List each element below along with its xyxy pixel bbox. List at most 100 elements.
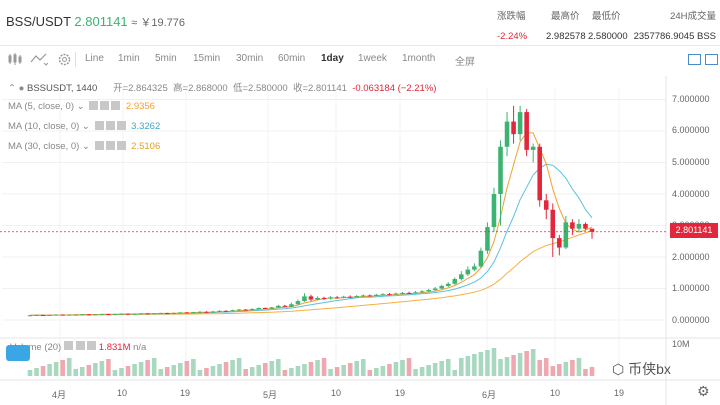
chart-type-icon[interactable] [688, 54, 701, 65]
candle-body [537, 146, 543, 201]
eye-icon[interactable] [94, 141, 104, 150]
volume-bar [197, 370, 203, 376]
volume-bar [465, 356, 471, 376]
candle-body [524, 112, 529, 150]
volume-bar [145, 360, 150, 376]
current-price-label: 2.801141 [670, 223, 718, 238]
legend-low: 低=2.580000 [232, 83, 288, 94]
candle-body [485, 227, 490, 251]
stat-volume-label: 24H成交量 [670, 11, 716, 22]
volume-bar [223, 362, 229, 376]
candle-body [79, 314, 85, 316]
interval-1min[interactable]: 1min [118, 53, 140, 64]
legend-change: -0.063184 (−2.21%) [352, 83, 437, 94]
volume-bar [151, 358, 157, 376]
volume-bar [269, 361, 275, 376]
stat-change-label: 涨跌幅 [497, 11, 526, 22]
chart-settings-gear-icon[interactable]: ⚙ [697, 383, 710, 399]
stat-change-value: -2.24% [497, 31, 528, 42]
candle-body [145, 313, 150, 315]
legend-close: 收=2.801141 [292, 83, 347, 94]
candle-body [223, 310, 229, 312]
candle-body [491, 194, 497, 228]
volume-bar [86, 365, 92, 376]
candle-body [530, 146, 536, 150]
candle-body [315, 297, 320, 300]
candle-body [164, 313, 170, 315]
candle-body [321, 297, 327, 299]
interval-5min[interactable]: 5min [155, 53, 177, 64]
volume-bar [321, 358, 327, 376]
volume-bar [341, 365, 346, 376]
candle-body [269, 307, 275, 309]
volume-bar [524, 351, 529, 376]
fullscreen-button[interactable]: 全屏 [455, 57, 475, 68]
interval-60min[interactable]: 60min [278, 53, 306, 64]
stat-change: 涨跌幅 -2.24% [497, 8, 527, 42]
interval-1day[interactable]: 1day [321, 53, 344, 64]
legend-collapse-icon[interactable]: ⌃ [8, 83, 16, 94]
volume-bar [302, 364, 307, 376]
gear-icon[interactable] [105, 141, 115, 150]
volume-bar [413, 369, 418, 376]
volume-bar [550, 366, 556, 376]
interval-30min[interactable]: 30min [236, 53, 264, 64]
ma30-label: MA (30, close, 0) [8, 141, 80, 152]
depth-chart-icon[interactable] [705, 54, 718, 65]
volume-label: Volume (20) [10, 342, 62, 353]
candle-body [66, 314, 72, 316]
price-tick: 2.000000 [672, 252, 710, 262]
eye-icon[interactable] [89, 101, 99, 110]
candle-body [550, 209, 556, 239]
volume-bar [236, 358, 242, 376]
volume-bar [485, 350, 490, 376]
time-tick: 19 [180, 388, 191, 398]
interval-1week[interactable]: 1week [358, 53, 387, 64]
candles-icon[interactable] [6, 52, 24, 68]
candle-body [308, 296, 314, 300]
price-tick: 4.000000 [672, 189, 710, 199]
time-tick: 10 [117, 388, 128, 398]
volume-bar [158, 369, 163, 376]
candle-body [197, 311, 203, 313]
line-style-icon[interactable] [30, 52, 49, 68]
interval-line[interactable]: Line [85, 53, 104, 64]
ma10-label: MA (10, close, 0) [8, 121, 80, 132]
close-icon[interactable] [111, 101, 121, 110]
candle-body [106, 314, 111, 316]
eye-icon[interactable] [94, 121, 104, 130]
candle-body [360, 295, 366, 297]
gear-icon[interactable] [105, 121, 115, 130]
close-icon[interactable] [116, 121, 126, 130]
chevron-down-icon[interactable]: ⌄ [81, 141, 90, 152]
price-tick: 6.000000 [672, 125, 710, 135]
close-icon[interactable] [116, 141, 126, 150]
watermark-logo: ⬡ 币侠bx [612, 361, 671, 377]
candle-body [543, 200, 549, 210]
volume-tick: 10M [672, 339, 690, 349]
candle-body [27, 315, 33, 317]
chevron-down-icon[interactable]: ⌄ [76, 101, 85, 112]
candle-body [432, 288, 438, 291]
price-tick: 5.000000 [672, 157, 710, 167]
interval-1month[interactable]: 1month [402, 53, 436, 64]
settings-icon[interactable] [55, 52, 73, 68]
candle-body [217, 310, 222, 312]
chevron-down-icon[interactable]: ⌄ [81, 121, 90, 132]
candle-body [158, 313, 163, 315]
gear-icon[interactable] [75, 341, 85, 350]
gear-icon[interactable] [100, 101, 110, 110]
close-icon[interactable] [87, 341, 97, 350]
volume-bar [47, 364, 52, 376]
ma5-value: 2.9356 [125, 101, 155, 112]
volume-bar [178, 363, 183, 376]
stat-high-label: 最高价 [551, 11, 580, 22]
price-chart[interactable] [0, 74, 720, 405]
candle-body [236, 309, 242, 311]
ticker-header: BSS/USDT 2.801141 ≈ ￥19.776 涨跌幅 -2.24% 最… [0, 0, 720, 46]
candle-body [393, 293, 399, 295]
time-tick: 19 [614, 388, 625, 398]
interval-15min[interactable]: 15min [193, 53, 221, 64]
ma10-legend: MA (10, close, 0) ⌄ 3.3262 [8, 121, 160, 132]
eye-icon[interactable] [63, 341, 73, 350]
